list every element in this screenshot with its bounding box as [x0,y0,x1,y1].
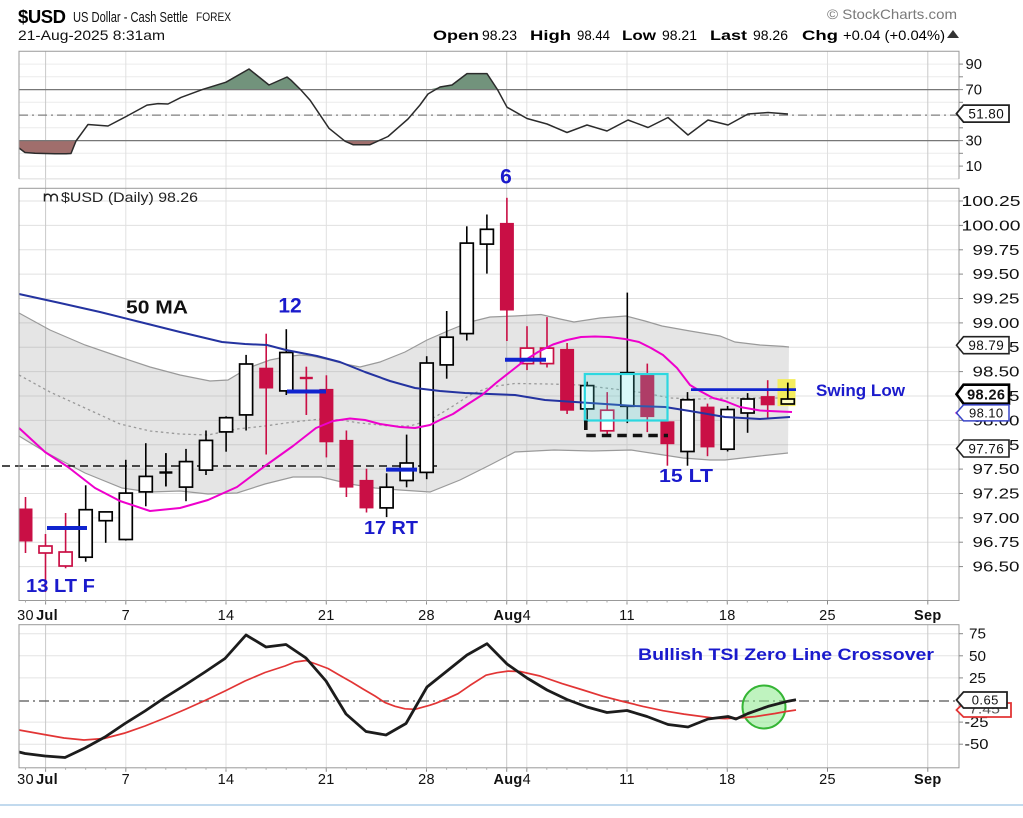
svg-text:96.50: 96.50 [973,560,1020,576]
svg-text:Jul: Jul [36,608,58,624]
svg-text:4: 4 [523,608,531,624]
svg-text:98.26: 98.26 [753,27,788,43]
svg-text:97.25: 97.25 [973,487,1020,503]
svg-text:28: 28 [418,772,435,788]
svg-text:51.80: 51.80 [968,107,1004,122]
svg-text:21: 21 [318,608,335,624]
svg-text:Jul: Jul [36,772,58,788]
svg-text:100.00: 100.00 [962,218,1021,234]
svg-text:Aug: Aug [493,608,522,624]
svg-text:12: 12 [278,295,301,318]
svg-text:99.75: 99.75 [973,243,1020,259]
svg-text:11: 11 [619,772,635,788]
svg-text:98.10: 98.10 [969,406,1004,421]
svg-text:18: 18 [719,772,736,788]
svg-text:25: 25 [969,671,986,687]
svg-text:Last: Last [710,27,747,43]
svg-text:25: 25 [819,772,836,788]
svg-text:High: High [530,27,571,43]
svg-text:4: 4 [523,772,531,788]
svg-text:FOREX: FOREX [196,10,231,24]
svg-text:99.50: 99.50 [973,267,1020,283]
svg-text:50: 50 [969,649,986,665]
svg-text:99.00: 99.00 [973,316,1020,332]
svg-text:$USD (Daily) 98.26: $USD (Daily) 98.26 [61,190,198,205]
svg-text:Swing Low: Swing Low [816,381,906,400]
svg-text:Chg: Chg [802,27,838,43]
svg-text:7: 7 [122,608,130,624]
svg-text:Aug: Aug [493,772,522,788]
svg-text:14: 14 [218,608,235,624]
svg-text:75: 75 [969,627,986,643]
svg-text:0.65: 0.65 [972,693,999,708]
svg-text:-25: -25 [965,715,989,731]
svg-text:+0.04 (+0.04%): +0.04 (+0.04%) [843,27,945,43]
svg-text:30: 30 [17,608,34,624]
svg-text:11: 11 [619,608,635,624]
svg-text:96.75: 96.75 [973,535,1020,551]
svg-text:Open: Open [433,27,479,43]
svg-text:100.25: 100.25 [962,194,1021,210]
svg-text:30: 30 [966,134,983,150]
svg-text:17 RT: 17 RT [364,518,418,538]
svg-text:18: 18 [719,608,736,624]
svg-text:15 LT: 15 LT [659,466,713,486]
svg-text:98.26: 98.26 [967,387,1005,403]
svg-text:© StockCharts.com: © StockCharts.com [827,6,957,22]
svg-text:7: 7 [122,772,130,788]
svg-text:98.21: 98.21 [662,27,697,43]
svg-text:28: 28 [418,608,435,624]
svg-text:50 MA: 50 MA [126,298,188,318]
svg-text:90: 90 [966,57,983,73]
svg-text:97.00: 97.00 [973,511,1020,527]
svg-text:Low: Low [622,27,656,43]
svg-text:25: 25 [819,608,836,624]
svg-text:14: 14 [218,772,235,788]
svg-text:98.79: 98.79 [968,338,1004,353]
svg-text:Sep: Sep [914,608,942,624]
svg-text:70: 70 [966,83,983,99]
svg-text:13 LT F: 13 LT F [26,576,95,596]
svg-text:99.25: 99.25 [973,292,1020,308]
svg-text:US Dollar - Cash Settle: US Dollar - Cash Settle [73,9,188,26]
svg-text:98.50: 98.50 [973,365,1020,381]
svg-text:21: 21 [318,772,335,788]
svg-text:-50: -50 [965,737,989,753]
svg-text:6: 6 [500,166,512,189]
svg-text:21-Aug-2025 8:31am: 21-Aug-2025 8:31am [18,27,165,43]
svg-text:98.23: 98.23 [482,27,517,43]
svg-text:Sep: Sep [914,772,942,788]
svg-text:98.44: 98.44 [577,27,610,43]
svg-text:$USD: $USD [18,6,66,27]
svg-text:97.76: 97.76 [968,441,1004,456]
svg-text:Bullish TSI Zero Line Crossove: Bullish TSI Zero Line Crossover [638,646,935,664]
svg-text:97.50: 97.50 [973,462,1020,478]
svg-text:30: 30 [17,772,34,788]
svg-text:10: 10 [966,159,983,175]
